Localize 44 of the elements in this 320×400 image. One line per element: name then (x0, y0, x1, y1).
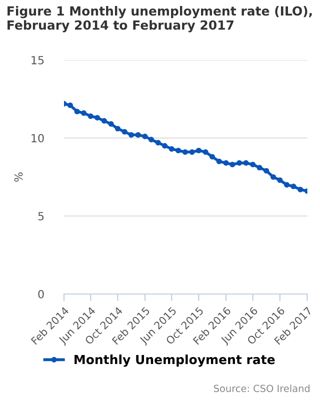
point (122, 128, 128, 135)
point (176, 148, 182, 154)
point (270, 174, 276, 180)
point (114, 126, 120, 132)
point (298, 186, 304, 192)
point (230, 162, 236, 168)
point (202, 149, 208, 155)
point (243, 160, 249, 166)
point (236, 160, 242, 166)
point (264, 168, 270, 174)
point (250, 162, 256, 168)
point (108, 121, 114, 127)
point (88, 113, 94, 119)
point (277, 177, 283, 183)
point (168, 146, 174, 152)
point (209, 154, 216, 160)
point (182, 149, 188, 155)
point (148, 136, 154, 142)
point (196, 148, 202, 154)
point (216, 158, 222, 164)
point (142, 134, 148, 140)
point (256, 164, 262, 170)
point (155, 140, 161, 146)
point (67, 102, 73, 108)
point (94, 114, 100, 120)
chart-title: Figure 1 Monthly unemployment rate (ILO), February 2014 to February 2017 (8, 6, 312, 32)
legend-label: Monthly Unemployment rate (74, 354, 275, 367)
y-axis-title: % (14, 172, 23, 182)
point (223, 160, 229, 166)
line-series (64, 100, 308, 194)
point (290, 184, 296, 190)
y-tick-label: 15 (32, 56, 44, 64)
point (128, 132, 134, 138)
y-tick-label: 0 (38, 290, 44, 298)
point (162, 143, 168, 149)
point (189, 149, 195, 155)
source-note: Source: CSO Ireland (214, 384, 310, 392)
point (284, 182, 290, 188)
point (101, 118, 107, 124)
point (135, 132, 141, 138)
point (80, 110, 87, 116)
y-tick-label: 10 (32, 134, 44, 142)
y-tick-label: 5 (38, 212, 44, 220)
point (74, 108, 80, 114)
